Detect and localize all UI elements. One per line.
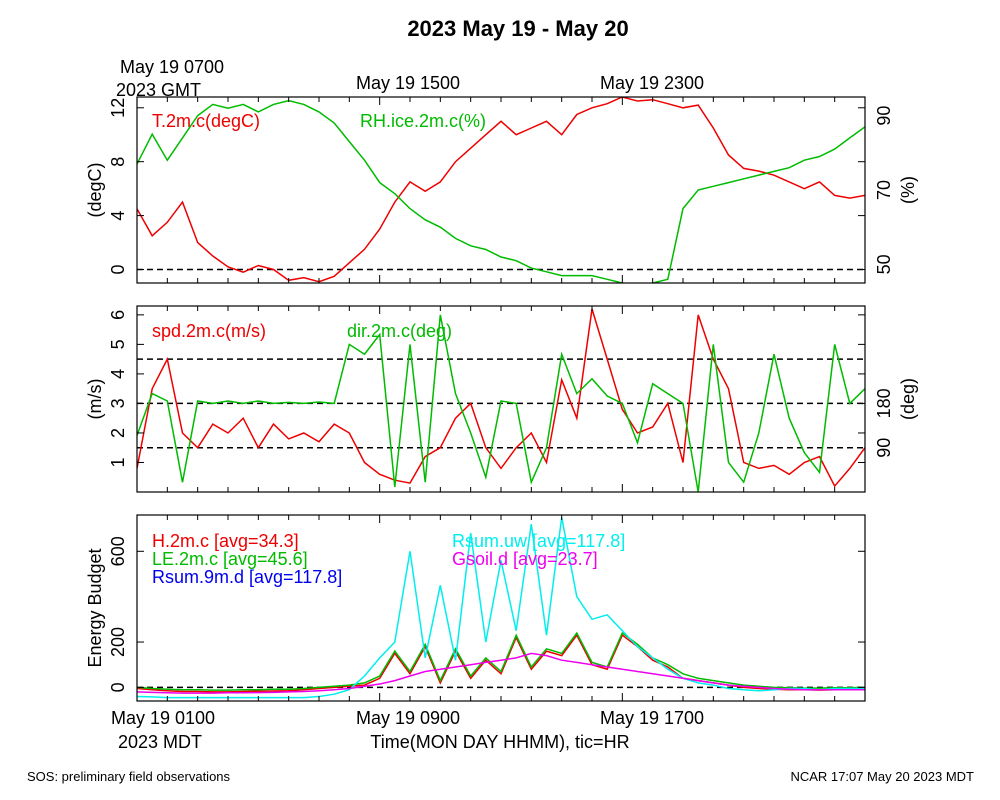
legend-entry: Gsoil.d [avg=23.7] <box>452 549 598 569</box>
y-tick-label-right: 90 <box>874 106 894 126</box>
legend-entry: T.2m.c(degC) <box>152 111 260 131</box>
top-axis-label-line1: May 19 0700 <box>120 57 224 77</box>
wind-panel: spd.2m.c(m/s) dir.2m.c(deg) 1 2 3 4 5 6 (m/s) 90 1… <box>85 305 918 493</box>
y-tick-label-right: 180 <box>874 388 894 418</box>
series-line-dir-2m-c-deg- <box>137 314 865 492</box>
y-tick-label: 4 <box>108 211 128 221</box>
bottom-axis-tick-label: May 19 0900 <box>356 708 460 728</box>
top-axis-tick-label: May 19 2300 <box>600 73 704 93</box>
temperature-humidity-panel: T.2m.c(degC) RH.ice.2m.c(%) 0 4 8 12 (degC) 50 7… <box>85 96 918 284</box>
y-tick-label: 3 <box>108 398 128 408</box>
legend-entry: H.2m.c [avg=34.3] <box>152 531 299 551</box>
footer-right: NCAR 17:07 May 20 2023 MDT <box>790 769 974 784</box>
y-axis-title-right: (deg) <box>898 378 918 420</box>
top-axis-tick-label: May 19 1500 <box>356 73 460 93</box>
y-tick-label: 200 <box>108 627 128 657</box>
series-line-gsoil-d <box>137 652 865 694</box>
y-tick-label: 0 <box>108 264 128 274</box>
y-axis-title: (m/s) <box>85 379 105 420</box>
y-tick-label-right: 90 <box>874 438 894 458</box>
footer-left: SOS: preliminary field observations <box>27 769 231 784</box>
y-tick-label: 0 <box>108 682 128 692</box>
series-line-rh-ice-2m-c- <box>137 99 865 283</box>
bottom-axis-tick-label: May 19 1700 <box>600 708 704 728</box>
top-axis-label-line2: 2023 GMT <box>116 80 201 100</box>
y-tick-label: 5 <box>108 339 128 349</box>
y-tick-label-right: 50 <box>874 254 894 274</box>
y-tick-label: 4 <box>108 369 128 379</box>
energy-budget-panel: H.2m.c [avg=34.3]LE.2m.c [avg=45.6]Rsum.… <box>85 514 866 702</box>
legend-entry: spd.2m.c(m/s) <box>152 321 266 341</box>
legend-entry: Rsum.9m.d [avg=117.8] <box>152 567 342 587</box>
bottom-axis-timezone: 2023 MDT <box>118 732 202 752</box>
legend-entry: Rsum.uw [avg=117.8] <box>452 531 625 551</box>
bottom-axis-tick-label: May 19 0100 <box>111 708 215 728</box>
legend-entry: dir.2m.c(deg) <box>347 321 452 341</box>
y-axis-title-right: (%) <box>898 176 918 204</box>
legend-entry: LE.2m.c [avg=45.6] <box>152 549 308 569</box>
y-tick-label: 2 <box>108 428 128 438</box>
y-tick-label: 8 <box>108 157 128 167</box>
y-tick-label: 1 <box>108 457 128 467</box>
y-tick-label: 600 <box>108 536 128 566</box>
x-axis-title: Time(MON DAY HHMM), tic=HR <box>370 732 629 752</box>
series-line-spd-2m-c-m-s- <box>137 308 865 488</box>
y-tick-label: 12 <box>108 98 128 118</box>
y-tick-label: 6 <box>108 310 128 320</box>
y-axis-title: Energy Budget <box>85 548 105 667</box>
series-line-t-2m-c-degc- <box>137 97 865 283</box>
chart-title: 2023 May 19 - May 20 <box>407 16 628 41</box>
series-line-h-2m-c <box>137 633 865 693</box>
legend-entry: RH.ice.2m.c(%) <box>360 111 486 131</box>
y-axis-title: (degC) <box>85 162 105 217</box>
series-line-le-2m-c <box>137 631 865 691</box>
y-tick-label-right: 70 <box>874 180 894 200</box>
